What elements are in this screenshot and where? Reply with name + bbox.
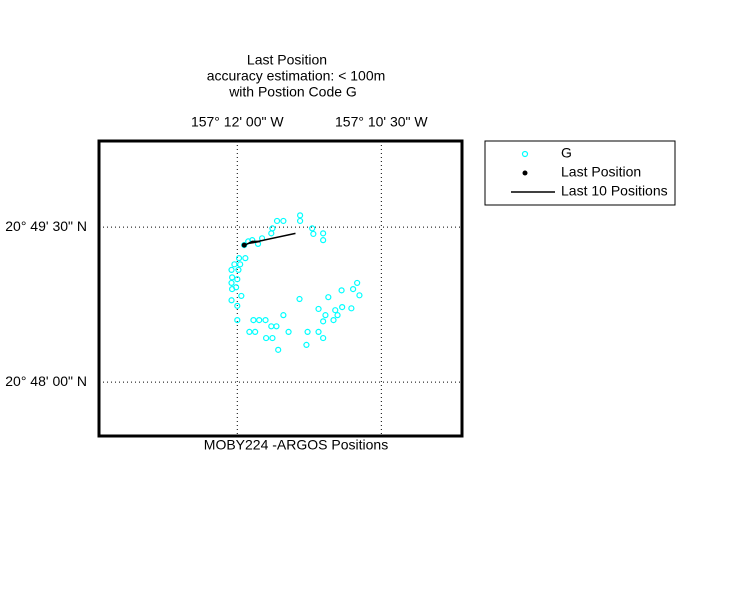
position-marker — [273, 217, 281, 225]
x-tick-label: 157° 10' 30" W — [335, 114, 428, 130]
position-marker — [273, 323, 280, 330]
position-marker — [268, 230, 275, 237]
legend-label: Last 10 Positions — [561, 183, 668, 199]
position-marker — [234, 302, 241, 309]
x-tick-label: 157° 12' 00" W — [191, 114, 284, 130]
position-marker — [325, 294, 332, 301]
position-marker — [339, 303, 346, 311]
legend-label: Last Position — [561, 164, 641, 180]
position-marker — [280, 312, 287, 319]
legend-box — [484, 140, 676, 206]
position-marker — [235, 255, 243, 262]
position-marker — [332, 307, 339, 314]
position-marker — [262, 334, 270, 342]
y-tick-label: 20° 49' 30" N — [5, 218, 87, 234]
position-marker — [262, 317, 269, 324]
chart-subtitle: with Postion Code G — [228, 84, 357, 100]
position-marker — [330, 317, 337, 324]
position-marker — [348, 305, 355, 312]
position-marker — [320, 230, 327, 237]
position-marker — [234, 317, 241, 324]
position-marker — [235, 266, 242, 274]
position-marker — [285, 328, 292, 335]
position-marker — [275, 346, 282, 353]
chart-subtitle: accuracy estimation: < 100m — [207, 68, 386, 84]
position-marker — [296, 217, 304, 225]
plot-frame — [97, 139, 464, 438]
position-marker — [256, 317, 263, 324]
legend-symbol — [521, 150, 529, 158]
position-marker — [320, 318, 327, 325]
position-marker — [296, 212, 304, 219]
position-marker — [269, 334, 276, 342]
position-marker — [242, 255, 249, 262]
position-marker — [320, 334, 327, 342]
position-marker — [315, 305, 322, 313]
position-marker — [229, 274, 236, 281]
position-marker — [234, 276, 241, 283]
track-line — [242, 232, 296, 248]
x-axis-label: MOBY224 -ARGOS Positions — [204, 437, 388, 453]
position-marker — [322, 312, 329, 319]
position-marker — [304, 328, 311, 335]
position-marker — [252, 328, 259, 335]
position-marker — [250, 317, 257, 324]
position-marker — [338, 287, 345, 294]
position-marker — [228, 297, 235, 304]
position-marker — [296, 295, 303, 303]
position-marker — [350, 286, 357, 293]
position-marker — [233, 284, 240, 291]
position-marker — [228, 266, 235, 274]
legend-label: G — [561, 145, 572, 161]
position-marker — [354, 279, 361, 287]
position-marker — [231, 261, 238, 268]
legend-symbol — [522, 170, 528, 176]
position-marker — [334, 312, 341, 319]
position-marker — [303, 341, 310, 348]
position-marker — [268, 323, 275, 330]
position-marker — [310, 230, 317, 238]
position-marker — [320, 237, 327, 244]
position-marker — [237, 261, 244, 268]
position-marker — [238, 292, 245, 300]
chart-title: Last Position — [247, 52, 327, 68]
position-marker — [356, 292, 363, 299]
position-marker — [315, 328, 322, 335]
position-marker — [269, 225, 276, 232]
position-marker — [280, 217, 287, 225]
position-marker — [309, 225, 316, 232]
y-tick-label: 20° 48' 00" N — [5, 373, 87, 389]
position-marker — [246, 328, 253, 335]
position-marker — [228, 279, 235, 287]
